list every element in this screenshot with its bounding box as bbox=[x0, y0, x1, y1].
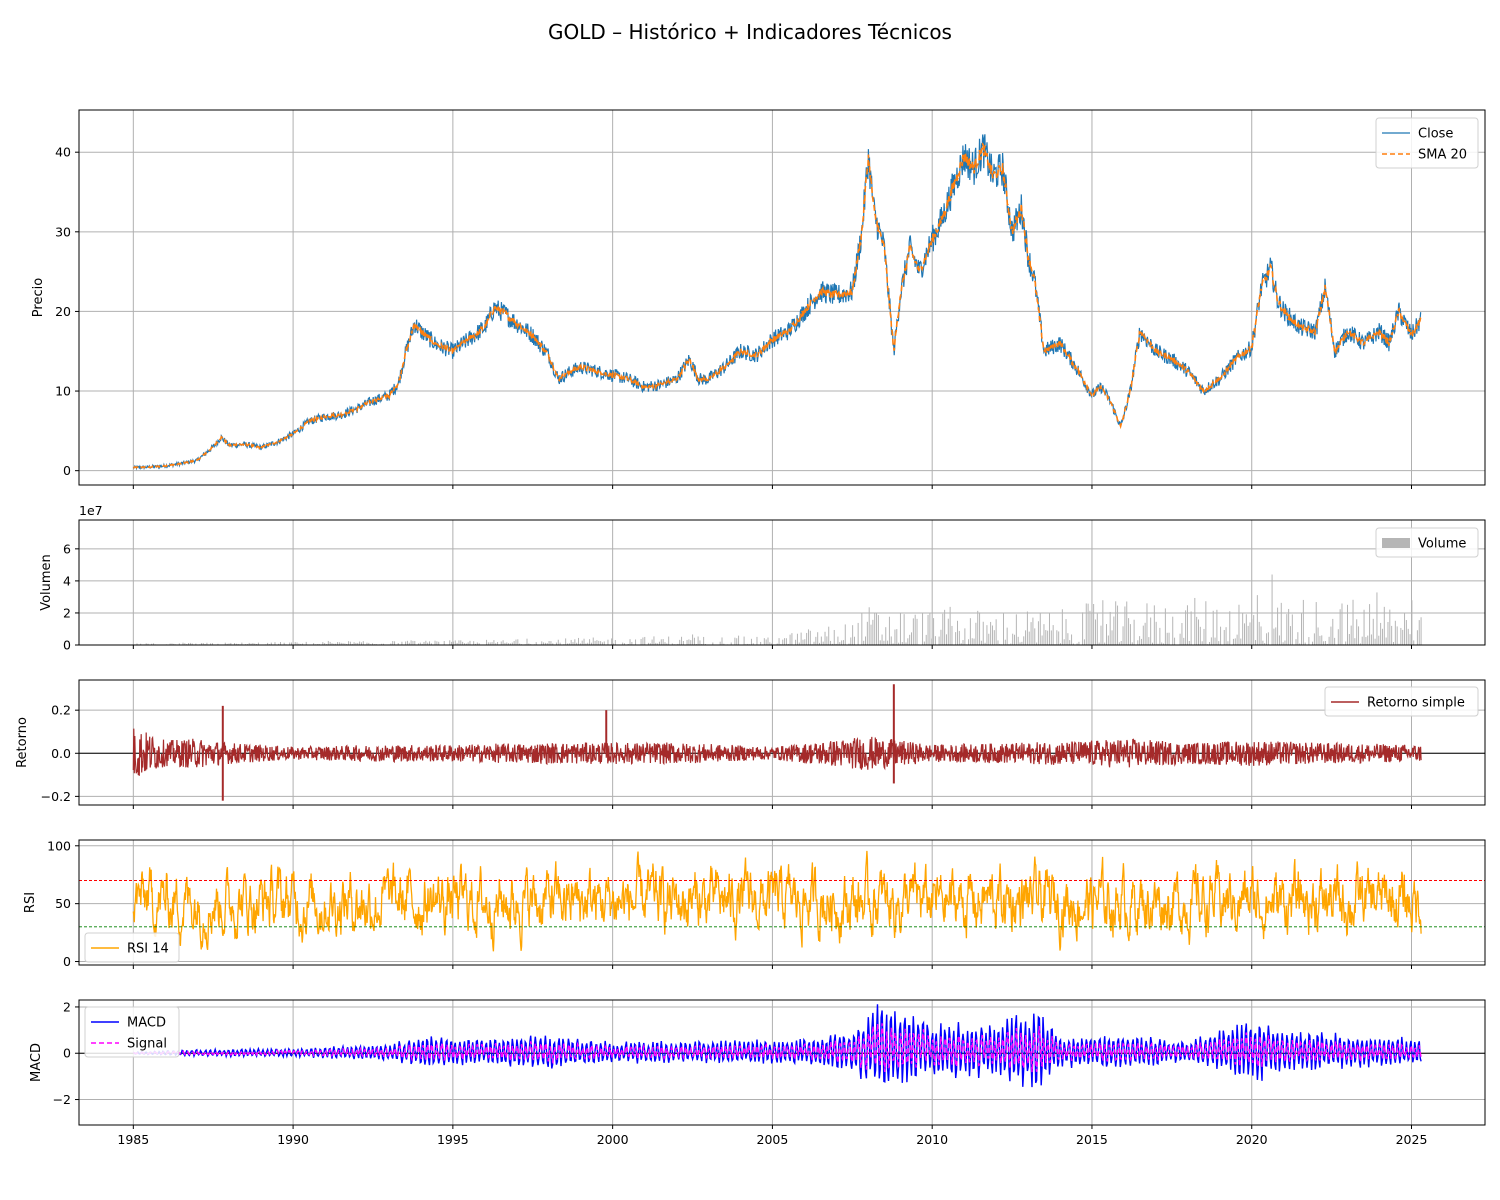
price-legend-box bbox=[1375, 117, 1479, 169]
volume-ytick-label: 4 bbox=[63, 573, 71, 588]
rsi-frame bbox=[78, 839, 1486, 966]
macd-ytick-label: −2 bbox=[53, 1092, 71, 1107]
returns-panel: −0.2 0.0 0.2 Retorno Retorno simple bbox=[15, 679, 1486, 809]
price-ytick-label: 10 bbox=[55, 384, 71, 399]
rsi-panel: 0 50 100 RSI RSI 14 bbox=[23, 838, 1486, 969]
returns-ytick-label: 0.0 bbox=[51, 746, 71, 761]
xtick-label: 1985 bbox=[117, 1132, 149, 1147]
price-ytick-label: 0 bbox=[63, 463, 71, 478]
macd-frame bbox=[78, 999, 1486, 1126]
sma20-line bbox=[132, 142, 1422, 469]
volume-legend-box bbox=[1375, 527, 1479, 558]
price-ytick-label: 20 bbox=[55, 304, 71, 319]
rsi-ytick-label: 100 bbox=[47, 838, 71, 853]
macd-legend-label: MACD bbox=[127, 1016, 166, 1031]
xtick-label: 2020 bbox=[1236, 1132, 1268, 1147]
macd-panel: −2 0 2 MACD MACD Signal 1985 1990 1995 2000 2005 20… bbox=[29, 999, 1486, 1147]
volume-ylabel: Volumen bbox=[39, 554, 54, 611]
price-plot-area bbox=[79, 110, 1485, 485]
xtick-label: 2025 bbox=[1396, 1132, 1428, 1147]
xtick-label: 2005 bbox=[757, 1132, 789, 1147]
macd-ytick-label: 0 bbox=[63, 1046, 71, 1061]
volume-ytick-label: 0 bbox=[63, 638, 71, 653]
price-ytick-label: 40 bbox=[55, 145, 71, 160]
returns-ytick-label: 0.2 bbox=[51, 703, 71, 718]
returns-legend-box bbox=[1324, 686, 1479, 717]
macd-plot-area bbox=[79, 1000, 1485, 1125]
rsi-line bbox=[132, 850, 1422, 952]
xtick-label: 2010 bbox=[916, 1132, 948, 1147]
macd-ytick-label: 2 bbox=[63, 999, 71, 1014]
returns-legend-label: Retorno simple bbox=[1367, 696, 1465, 711]
rsi-legend-label: RSI 14 bbox=[127, 942, 169, 957]
rsi-legend-box bbox=[84, 932, 180, 963]
volume-panel: 0 2 4 6 Volumen 1e7 Volume bbox=[39, 503, 1486, 653]
returns-plot-area bbox=[79, 680, 1485, 805]
returns-line bbox=[132, 728, 1422, 776]
returns-ytick-label: −0.2 bbox=[41, 789, 71, 804]
xtick-label: 2000 bbox=[597, 1132, 629, 1147]
volume-plot-area bbox=[79, 520, 1485, 645]
macd-ylabel: MACD bbox=[29, 1043, 44, 1082]
signal-line bbox=[133, 1023, 1422, 1073]
rsi-ytick-label: 50 bbox=[55, 896, 71, 911]
price-legend-label: SMA 20 bbox=[1418, 148, 1467, 163]
price-panel: 0 10 20 30 40 Precio Close SMA 20 bbox=[31, 109, 1486, 489]
price-legend-label: Close bbox=[1418, 127, 1453, 142]
price-frame bbox=[78, 109, 1486, 486]
figure-title: GOLD – Histórico + Indicadores Técnicos bbox=[548, 20, 952, 44]
volume-ytick-label: 2 bbox=[63, 605, 71, 620]
volume-offset-text: 1e7 bbox=[79, 503, 103, 518]
xtick-label: 2015 bbox=[1076, 1132, 1108, 1147]
volume-legend-swatch bbox=[1382, 538, 1410, 548]
volume-ytick-label: 6 bbox=[63, 541, 71, 556]
xtick-label: 1990 bbox=[277, 1132, 309, 1147]
macd-legend-box bbox=[84, 1006, 180, 1058]
xtick-label: 1995 bbox=[437, 1132, 469, 1147]
rsi-ylabel: RSI bbox=[23, 892, 38, 913]
returns-ylabel: Retorno bbox=[15, 717, 30, 768]
volume-frame bbox=[78, 519, 1486, 646]
returns-frame bbox=[78, 679, 1486, 806]
rsi-ytick-label: 0 bbox=[63, 954, 71, 969]
volume-legend-label: Volume bbox=[1418, 537, 1466, 552]
macd-legend-label: Signal bbox=[127, 1037, 167, 1052]
price-ytick-label: 30 bbox=[55, 224, 71, 239]
price-ylabel: Precio bbox=[31, 278, 46, 317]
